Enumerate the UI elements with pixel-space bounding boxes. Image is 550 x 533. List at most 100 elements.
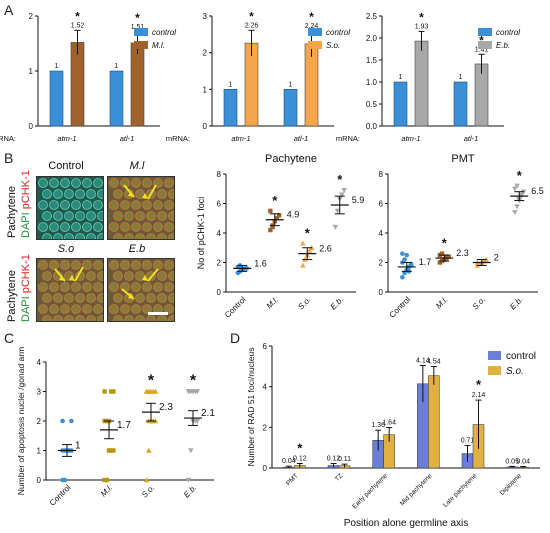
panel-c-ylabel: Number of apoptosis nuclei /gonad arm bbox=[16, 347, 26, 495]
panel-c-point bbox=[111, 389, 116, 394]
panel-b-pachytene-point bbox=[270, 224, 275, 230]
micrograph-panel: Control M.l S.o E.b Pachytene DAPI pCHK-… bbox=[0, 150, 180, 325]
panel-b-pmt-significance-star: * bbox=[442, 236, 448, 251]
panel-a-chart-1-gene-label: atl-1 bbox=[120, 134, 135, 143]
panel-b-pachytene-point bbox=[341, 188, 347, 194]
panel-b-pachytene-y-tick-label: 4 bbox=[217, 229, 222, 238]
panel-b-pachytene-title: Pachytene bbox=[265, 153, 317, 165]
panel-b-pmt-point bbox=[400, 251, 405, 256]
panel-d-value-label: 2.14 bbox=[472, 392, 486, 399]
micrograph-texture bbox=[37, 259, 103, 321]
panel-a-chart-3-label-treated: 1.93 bbox=[415, 23, 429, 30]
panel-c-mean-label: 1.7 bbox=[117, 420, 131, 431]
panel-b-pmt-y-tick-label: 0 bbox=[379, 288, 384, 297]
panel-a-chart-3-legend-swatch-treated bbox=[478, 41, 492, 49]
panel-d-y-tick-label: 6 bbox=[263, 342, 268, 351]
panel-c-point bbox=[185, 389, 192, 395]
panel-b-pmt-point bbox=[444, 254, 449, 259]
panel-a-chart-1-bar-treated bbox=[130, 42, 145, 127]
panel-c-y-tick-label: 0 bbox=[37, 476, 42, 485]
panel-d-value-label: 0.12 bbox=[327, 456, 341, 463]
panel-b-pmt-point bbox=[512, 210, 518, 216]
micrograph-eb bbox=[107, 258, 175, 322]
panel-c-point bbox=[60, 418, 65, 424]
panel-d-value-label: 1.36 bbox=[371, 422, 385, 429]
micrograph-texture bbox=[108, 177, 174, 239]
panel-c-category-label: M.l. bbox=[99, 483, 114, 498]
panel-b-pachytene-point bbox=[332, 224, 339, 230]
panel-c-point bbox=[152, 388, 159, 394]
panel-b-pmt-point bbox=[404, 252, 410, 258]
panel-b-pachytene-ylabel: No of pCHK-1 foci bbox=[196, 197, 206, 270]
panel-d-value-label: 0.71 bbox=[461, 437, 475, 444]
panel-b-pmt-mean-label: 2 bbox=[494, 253, 499, 263]
panel-label-b: B bbox=[4, 150, 14, 166]
panel-d-significance-star: * bbox=[297, 441, 303, 456]
panel-c-point bbox=[143, 388, 150, 394]
panel-a-chart-3-label-control: 1 bbox=[399, 74, 403, 81]
panel-a-chart-1-bar-treated bbox=[70, 42, 85, 127]
panel-b-pmt-mean-label: 1.7 bbox=[419, 257, 432, 267]
panel-a-chart-3-y-tick-label: 2.5 bbox=[366, 12, 378, 21]
panel-b-pachytene-mean-label: 5.9 bbox=[352, 195, 365, 205]
panel-label-c: C bbox=[4, 330, 15, 346]
panel-d-legend-swatch bbox=[488, 366, 501, 375]
panel-b-pachytene-point bbox=[268, 208, 273, 214]
panel-b-pachytene-y-tick-label: 8 bbox=[217, 170, 222, 179]
panel-d-significance-star: * bbox=[476, 377, 482, 392]
panel-a-chart-1-y-tick-label: 1 bbox=[29, 67, 34, 76]
panel-a-chart-2-gene-label: atl-1 bbox=[294, 134, 309, 143]
panel-c-category-label: E.b. bbox=[182, 483, 198, 499]
panel-d-value-label: 1.64 bbox=[382, 420, 396, 427]
panel-d-category-label: Late pachytene bbox=[442, 472, 479, 509]
panel-d-category-label: Diplotene bbox=[499, 472, 524, 497]
panel-d-legend-label: control bbox=[506, 351, 536, 362]
panel-a-chart-1-y-tick-label: 2 bbox=[29, 12, 34, 21]
micrograph-texture bbox=[108, 259, 174, 321]
panel-a-chart-1-significance-star: * bbox=[135, 11, 140, 25]
panel-b-pachytene-mean-label: 4.9 bbox=[287, 210, 300, 220]
panel-a-chart-3-bar-control bbox=[393, 81, 408, 127]
panel-a-chart-3-y-tick-label: 0.0 bbox=[366, 122, 378, 131]
panel-a-chart-2-legend-label-control: control bbox=[326, 28, 350, 37]
panel-a-chart-2-legend-label-treated: S.o. bbox=[326, 41, 340, 50]
panel-d-category-label: TZ bbox=[334, 472, 345, 483]
panel-d-value-label: 0.04 bbox=[516, 459, 530, 466]
panel-b-pmt-y-tick-label: 2 bbox=[379, 259, 384, 268]
panel-d-bar-so bbox=[428, 375, 440, 469]
panel-b-pachytene-point bbox=[339, 192, 345, 198]
panel-c-point bbox=[143, 477, 150, 483]
panel-b-pmt-title: PMT bbox=[451, 153, 475, 165]
panel-a-chart-3-significance-star: * bbox=[419, 10, 424, 24]
panel-c-mean-label: 2.3 bbox=[159, 402, 173, 413]
panel-a-chart-2-mrna-label: mRNA: bbox=[166, 134, 190, 143]
panel-c-point bbox=[69, 418, 74, 424]
panel-c-significance-star: * bbox=[190, 373, 197, 390]
panel-c-point bbox=[146, 447, 152, 453]
panel-b-pachytene-category-label: M.l. bbox=[265, 295, 280, 310]
panel-a-chart-2-bar-control bbox=[223, 89, 238, 127]
panel-b-pmt-category-label: S.o. bbox=[471, 295, 487, 311]
panel-c-point bbox=[185, 477, 192, 483]
micrograph-control bbox=[36, 176, 104, 240]
panel-d-legend-label: S.o. bbox=[506, 366, 524, 377]
panel-b-pmt-mean-label: 2.3 bbox=[456, 248, 469, 258]
panel-d-value-label: 0.12 bbox=[293, 456, 307, 463]
panel-a-chart-3-label-control: 1 bbox=[459, 74, 463, 81]
panel-a-chart-2-y-tick-label: 3 bbox=[203, 12, 208, 21]
panel-a-chart-1-label-treated: 1.52 bbox=[71, 22, 85, 29]
panel-b-pmt-point bbox=[439, 251, 445, 256]
panel-b-pmt-point bbox=[514, 183, 520, 189]
panel-b-pmt-y-tick-label: 6 bbox=[379, 200, 384, 209]
panel-d-ylabel: Number of RAD 51 foci/nucleus bbox=[246, 347, 256, 466]
panel-a-chart-2-gene-label: atm-1 bbox=[231, 134, 250, 143]
panel-a-chart-3-y-tick-label: 1.5 bbox=[366, 56, 378, 65]
panel-d-category-label: PMT bbox=[285, 472, 300, 487]
panel-b-pachytene-category-label: Control bbox=[223, 295, 248, 320]
panel-c-category-label: S.o. bbox=[140, 483, 156, 499]
panel-a-chart-1-gene-label: atm-1 bbox=[57, 134, 76, 143]
panel-c-y-tick-label: 2 bbox=[37, 417, 42, 426]
stain-label-1: DAPI pCHK-1 bbox=[20, 170, 32, 238]
panel-b-pmt-point bbox=[512, 186, 518, 192]
panel-c-point bbox=[104, 477, 109, 483]
